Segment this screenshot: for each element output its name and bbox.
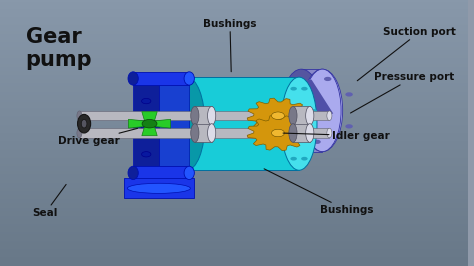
Ellipse shape [289,106,297,125]
Ellipse shape [327,128,332,138]
Circle shape [292,124,300,128]
Ellipse shape [272,129,284,137]
Text: Suction port: Suction port [357,27,456,81]
Polygon shape [124,178,194,198]
Wedge shape [287,79,340,118]
Circle shape [292,92,300,97]
Polygon shape [247,115,309,151]
Text: Seal: Seal [33,184,66,218]
Circle shape [301,87,308,90]
Ellipse shape [82,119,87,128]
Polygon shape [293,106,310,125]
Polygon shape [133,166,189,180]
Polygon shape [142,112,157,123]
Ellipse shape [184,72,194,85]
Ellipse shape [304,69,341,152]
Ellipse shape [208,124,216,142]
Wedge shape [291,80,333,115]
Ellipse shape [128,72,138,85]
Circle shape [142,98,151,104]
Polygon shape [128,119,148,128]
Ellipse shape [128,166,138,180]
Polygon shape [133,73,159,178]
Polygon shape [187,77,299,170]
Polygon shape [195,106,212,125]
Ellipse shape [169,77,205,170]
Text: Bushings: Bushings [264,169,374,215]
Ellipse shape [302,69,343,152]
Polygon shape [247,98,309,133]
Circle shape [142,152,151,157]
Circle shape [346,124,353,128]
Circle shape [142,119,157,128]
Ellipse shape [306,106,314,125]
Polygon shape [133,72,189,85]
Ellipse shape [78,114,91,133]
Circle shape [142,125,151,130]
Text: Bushings: Bushings [203,19,257,72]
Text: Drive gear: Drive gear [58,128,137,146]
Text: Idler gear: Idler gear [283,131,390,141]
Circle shape [324,77,331,81]
Circle shape [291,157,297,161]
Ellipse shape [272,112,284,119]
Ellipse shape [281,69,322,152]
Polygon shape [195,124,212,142]
Ellipse shape [272,112,284,119]
Circle shape [346,92,353,97]
Polygon shape [142,125,157,136]
Polygon shape [293,124,310,142]
Polygon shape [80,111,329,120]
Text: Gear
pump: Gear pump [26,27,92,70]
Circle shape [281,135,288,138]
Ellipse shape [77,128,82,138]
Ellipse shape [191,124,199,142]
Circle shape [310,135,317,138]
Polygon shape [301,69,322,152]
Ellipse shape [184,166,194,180]
Ellipse shape [327,111,332,120]
Ellipse shape [128,183,191,193]
Polygon shape [159,73,189,178]
Text: Pressure port: Pressure port [350,72,454,113]
Circle shape [301,157,308,161]
Polygon shape [151,119,171,128]
Ellipse shape [77,111,82,120]
Circle shape [281,109,288,113]
Ellipse shape [272,130,284,136]
Ellipse shape [306,124,314,142]
Polygon shape [80,128,329,138]
Circle shape [313,140,321,144]
Ellipse shape [281,77,317,170]
Circle shape [310,109,317,113]
Ellipse shape [289,124,297,142]
Ellipse shape [191,106,199,125]
Ellipse shape [208,106,216,125]
Circle shape [291,87,297,90]
